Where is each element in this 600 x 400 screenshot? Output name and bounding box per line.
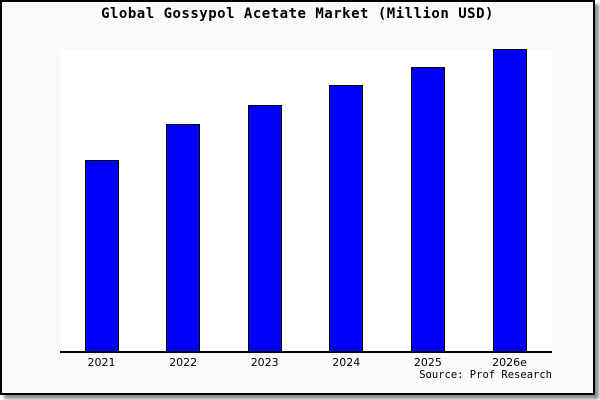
- x-tick-label-2025: 2025: [413, 356, 442, 369]
- chart-title: Global Gossypol Acetate Market (Million …: [101, 6, 494, 22]
- x-tick-label-2021: 2021: [87, 356, 116, 369]
- bar-2024: [329, 85, 364, 351]
- bar-2021: [84, 160, 119, 351]
- x-tick-label-2024: 2024: [332, 356, 361, 369]
- bar-2022: [166, 124, 201, 351]
- bar-2026e: [492, 49, 527, 351]
- plot-area: [60, 49, 552, 353]
- x-tick-label-2023: 2023: [250, 356, 279, 369]
- x-tick-label-2026e: 2026e: [492, 356, 527, 369]
- x-tick-label-2022: 2022: [169, 356, 198, 369]
- bar-2023: [247, 105, 282, 351]
- source-credit: Source: Prof Research: [419, 369, 552, 381]
- bar-2025: [410, 67, 445, 351]
